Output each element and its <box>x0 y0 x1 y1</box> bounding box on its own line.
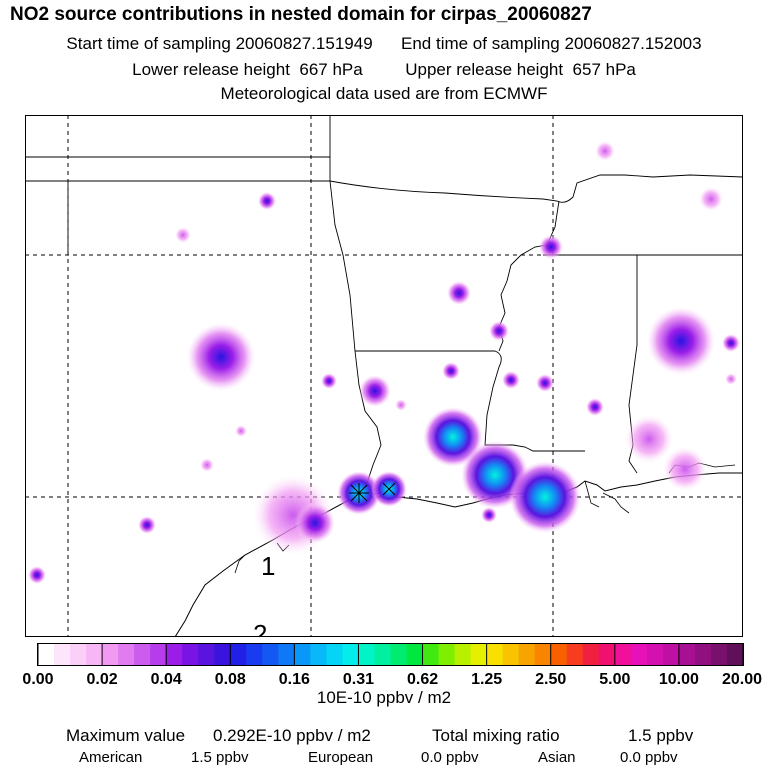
colorbar-cell <box>70 644 87 666</box>
sampling-times: Start time of sampling 20060827.151949 E… <box>0 34 768 54</box>
american-label: American <box>79 749 143 766</box>
colorbar-tick-label: 2.50 <box>535 671 566 688</box>
colorbar-tick-label: 0.04 <box>151 671 182 688</box>
colorbar: 0.00 0.02 0.04 0.08 0.16 0.31 0.62 1.25 2.50 5.00… <box>22 643 762 688</box>
colorbar-cell <box>598 644 616 666</box>
contribution-map: 1 2 <box>25 115 743 637</box>
colorbar-cell <box>614 644 632 666</box>
flight-marker-1: 1 <box>261 551 275 581</box>
colorbar-tick-label: 0.16 <box>279 671 310 688</box>
colorbar-cell <box>422 644 440 666</box>
colorbar-cell <box>470 644 488 666</box>
chart-title: NO2 source contributions in nested domai… <box>10 4 592 25</box>
colorbar-cell <box>166 644 183 666</box>
european-label: European <box>308 749 374 766</box>
colorbar-cell <box>358 644 375 666</box>
max-value-label: Maximum value <box>66 726 186 745</box>
colorbar-tick-label: 5.00 <box>599 671 630 688</box>
asian-label: Asian <box>538 749 576 766</box>
colorbar-cell <box>246 644 263 666</box>
colorbar-unit: 10E-10 ppbv / m2 <box>316 688 452 707</box>
colorbar-cell <box>118 644 135 666</box>
colorbar-tick-label: 0.62 <box>407 671 438 688</box>
lower-release-label: Lower release height <box>132 60 290 79</box>
total-mixing-label: Total mixing ratio <box>432 726 560 745</box>
colorbar-cell <box>550 644 568 666</box>
colorbar-cell <box>518 644 536 666</box>
colorbar-cell <box>294 644 311 666</box>
colorbar-cell <box>134 644 151 666</box>
colorbar-cells <box>37 644 744 666</box>
colorbar-cell <box>662 644 680 666</box>
colorbar-cell <box>486 644 504 666</box>
colorbar-cell <box>566 644 584 666</box>
colorbar-cell <box>374 644 391 666</box>
colorbar-tick-label: 0.02 <box>87 671 118 688</box>
colorbar-cell <box>326 644 343 666</box>
lower-release-value: 667 hPa <box>299 60 363 79</box>
colorbar-cell <box>214 644 231 666</box>
colorbar-tick-label: 1.25 <box>471 671 502 688</box>
colorbar-cell <box>694 644 712 666</box>
colorbar-tick-label: 20.00 <box>722 671 762 688</box>
upper-release-value: 657 hPa <box>572 60 636 79</box>
colorbar-frame <box>37 643 744 666</box>
colorbar-cell <box>438 644 456 666</box>
colorbar-tick-label: 0.31 <box>343 671 374 688</box>
colorbar-cell <box>262 644 279 666</box>
colorbar-cell <box>150 644 167 666</box>
met-data-source: Meteorological data used are from ECMWF <box>220 84 548 103</box>
colorbar-tick-label: 0.00 <box>22 671 53 688</box>
colorbar-cell <box>630 644 648 666</box>
colorbar-cell <box>38 644 55 666</box>
colorbar-cell <box>54 644 71 666</box>
colorbar-tick-labels: 0.00 0.02 0.04 0.08 0.16 0.31 0.62 1.25 2.50 5.00… <box>22 671 762 688</box>
colorbar-cell <box>182 644 199 666</box>
colorbar-cell <box>198 644 215 666</box>
american-value: 1.5 ppbv <box>191 749 249 766</box>
flight-marker-2: 2 <box>253 619 267 637</box>
total-mixing-value: 1.5 ppbv <box>628 726 694 745</box>
end-time-label: End time of sampling <box>401 34 560 53</box>
colorbar-cell <box>502 644 520 666</box>
no2-plumes <box>28 141 740 584</box>
colorbar-cell <box>342 644 359 666</box>
release-heights: Lower release height 667 hPa Upper relea… <box>0 60 768 80</box>
colorbar-cell <box>230 644 247 666</box>
map-frame <box>25 115 743 637</box>
receptor-markers <box>349 482 396 503</box>
colorbar-cell <box>678 644 696 666</box>
start-time-value: 20060827.151949 <box>235 34 373 53</box>
colorbar-cell <box>710 644 728 666</box>
colorbar-tick-label: 10.00 <box>659 671 699 688</box>
asian-value: 0.0 ppbv <box>620 749 678 766</box>
start-time-label: Start time of sampling <box>66 34 231 53</box>
colorbar-cell <box>310 644 327 666</box>
colorbar-cell <box>390 644 408 666</box>
colorbar-cell <box>646 644 664 666</box>
max-value: 0.292E-10 ppbv / m2 <box>213 726 371 745</box>
colorbar-cell <box>406 644 424 666</box>
colorbar-cell <box>726 644 744 666</box>
colorbar-cell <box>582 644 600 666</box>
colorbar-tick-label: 0.08 <box>215 671 246 688</box>
colorbar-cell <box>454 644 472 666</box>
colorbar-cell <box>102 644 119 666</box>
european-value: 0.0 ppbv <box>421 749 479 766</box>
colorbar-cell <box>278 644 295 666</box>
colorbar-cell <box>86 644 103 666</box>
upper-release-label: Upper release height <box>405 60 564 79</box>
colorbar-cell <box>534 644 552 666</box>
end-time-value: 20060827.152003 <box>564 34 702 53</box>
